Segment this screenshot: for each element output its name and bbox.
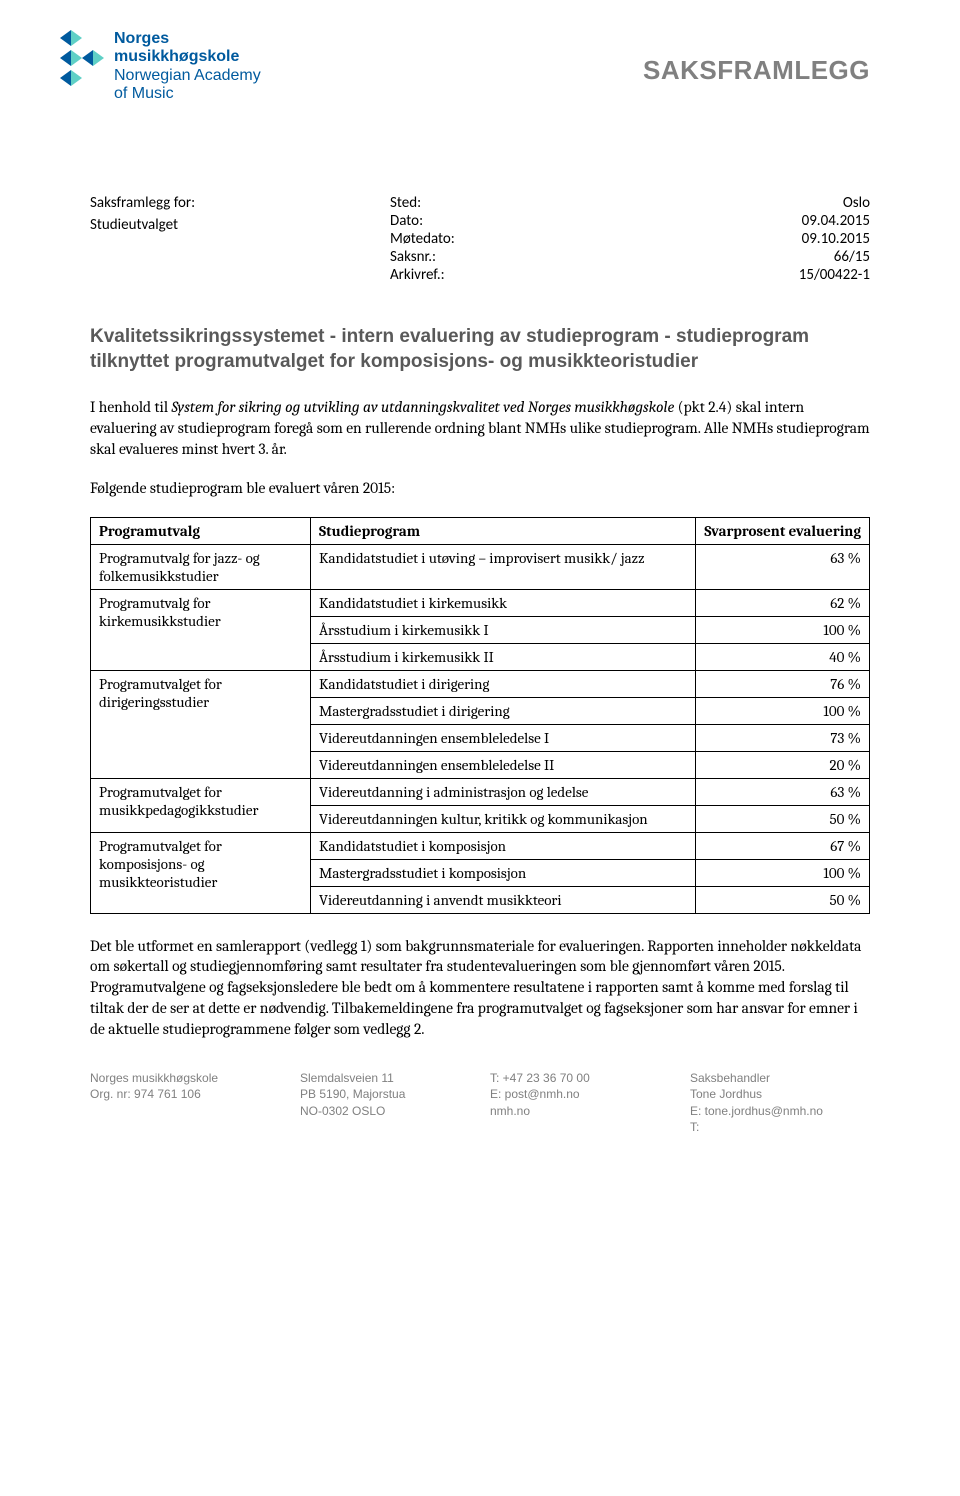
cell-studieprogram: Videreutdanningen ensembleledelse I: [311, 724, 696, 751]
cell-svarprosent: 50 %: [696, 886, 870, 913]
meta-for-value: Studieutvalget: [90, 216, 390, 234]
cell-studieprogram: Kandidatstudiet i kirkemusikk: [311, 589, 696, 616]
logo-text: Norges musikkhøgskole Norwegian Academy …: [114, 30, 261, 104]
meta-label: Arkivref.:: [390, 266, 500, 284]
footer-email: E: post@nmh.no: [490, 1086, 650, 1102]
section-title: Kvalitetssikringssystemet - intern evalu…: [90, 324, 870, 375]
cell-svarprosent: 63 %: [696, 778, 870, 805]
cell-studieprogram: Kandidatstudiet i dirigering: [311, 670, 696, 697]
paragraph-1: I henhold til System for sikring og utvi…: [90, 397, 870, 460]
meta-value: 09.04.2015: [500, 212, 870, 230]
cell-svarprosent: 100 %: [696, 616, 870, 643]
logo: Norges musikkhøgskole Norwegian Academy …: [60, 30, 261, 104]
meta-for-label: Saksframlegg for:: [90, 194, 390, 212]
meta-value: 15/00422-1: [500, 266, 870, 284]
footer-case-handler-name: Tone Jordhus: [690, 1086, 860, 1102]
meta-value: 66/15: [500, 248, 870, 266]
table-row: Programutvalget for dirigeringsstudierKa…: [91, 670, 870, 697]
cell-programutvalg: Programutvalget for dirigeringsstudier: [91, 670, 311, 778]
meta-row: Sted:Oslo: [390, 194, 870, 212]
document-type-title: SAKSFRAMLEGG: [643, 55, 870, 86]
cell-studieprogram: Videreutdanningen kultur, kritikk og kom…: [311, 805, 696, 832]
cell-svarprosent: 50 %: [696, 805, 870, 832]
cell-svarprosent: 40 %: [696, 643, 870, 670]
logo-icon: [60, 30, 104, 100]
meta-label: Saksnr.:: [390, 248, 500, 266]
cell-svarprosent: 63 %: [696, 544, 870, 589]
cell-svarprosent: 76 %: [696, 670, 870, 697]
meta-row: Saksnr.:66/15: [390, 248, 870, 266]
meta-row: Dato:09.04.2015: [390, 212, 870, 230]
cell-studieprogram: Mastergradsstudiet i komposisjon: [311, 859, 696, 886]
cell-programutvalg: Programutvalg for kirkemusikkstudier: [91, 589, 311, 670]
footer-address-city: NO-0302 OSLO: [300, 1103, 450, 1119]
cell-svarprosent: 62 %: [696, 589, 870, 616]
meta-value: Oslo: [500, 194, 870, 212]
footer: Norges musikkhøgskole Org. nr: 974 761 1…: [90, 1070, 870, 1135]
meta-label: Møtedato:: [390, 230, 500, 248]
paragraph-3: Det ble utformet en samlerapport (vedleg…: [90, 936, 870, 1041]
cell-studieprogram: Kandidatstudiet i utøving – improvisert …: [311, 544, 696, 589]
footer-address-street: Slemdalsveien 11: [300, 1070, 450, 1086]
cell-studieprogram: Videreutdanning i administrasjon og lede…: [311, 778, 696, 805]
evaluation-table: Programutvalg Studieprogram Svarprosent …: [90, 517, 870, 914]
meta-label: Sted:: [390, 194, 500, 212]
cell-studieprogram: Mastergradsstudiet i dirigering: [311, 697, 696, 724]
cell-studieprogram: Videreutdanningen ensembleledelse II: [311, 751, 696, 778]
cell-svarprosent: 100 %: [696, 859, 870, 886]
logo-line4: of Music: [114, 85, 261, 103]
footer-case-handler-phone: T:: [690, 1119, 860, 1135]
cell-svarprosent: 67 %: [696, 832, 870, 859]
th-svarprosent: Svarprosent evaluering: [696, 517, 870, 544]
meta-label: Dato:: [390, 212, 500, 230]
footer-web: nmh.no: [490, 1103, 650, 1119]
th-programutvalg: Programutvalg: [91, 517, 311, 544]
header: Norges musikkhøgskole Norwegian Academy …: [90, 30, 870, 104]
cell-svarprosent: 73 %: [696, 724, 870, 751]
footer-address-pb: PB 5190, Majorstua: [300, 1086, 450, 1102]
cell-svarprosent: 100 %: [696, 697, 870, 724]
para1-pre: I henhold til: [90, 398, 171, 416]
cell-studieprogram: Årsstudium i kirkemusikk I: [311, 616, 696, 643]
meta-block: Saksframlegg for: Studieutvalget Sted:Os…: [90, 194, 870, 284]
cell-studieprogram: Årsstudium i kirkemusikk II: [311, 643, 696, 670]
logo-line1: Norges: [114, 30, 261, 48]
logo-line3: Norwegian Academy: [114, 67, 261, 85]
table-row: Programutvalg for jazz- og folkemusikkst…: [91, 544, 870, 589]
cell-svarprosent: 20 %: [696, 751, 870, 778]
logo-line2: musikkhøgskole: [114, 48, 261, 66]
cell-programutvalg: Programutvalg for jazz- og folkemusikkst…: [91, 544, 311, 589]
paragraph-2: Følgende studieprogram ble evaluert våre…: [90, 478, 870, 499]
para1-italic: System for sikring og utvikling av utdan…: [171, 398, 674, 416]
meta-row: Arkivref.:15/00422-1: [390, 266, 870, 284]
table-row: Programutvalg for kirkemusikkstudierKand…: [91, 589, 870, 616]
footer-org-name: Norges musikkhøgskole: [90, 1070, 260, 1086]
cell-studieprogram: Videreutdanning i anvendt musikkteori: [311, 886, 696, 913]
meta-value: 09.10.2015: [500, 230, 870, 248]
th-studieprogram: Studieprogram: [311, 517, 696, 544]
table-row: Programutvalget for musikkpedagogikkstud…: [91, 778, 870, 805]
table-row: Programutvalget for komposisjons- og mus…: [91, 832, 870, 859]
cell-programutvalg: Programutvalget for musikkpedagogikkstud…: [91, 778, 311, 832]
cell-programutvalg: Programutvalget for komposisjons- og mus…: [91, 832, 311, 913]
footer-phone: T: +47 23 36 70 00: [490, 1070, 650, 1086]
footer-case-handler-label: Saksbehandler: [690, 1070, 860, 1086]
footer-case-handler-email: E: tone.jordhus@nmh.no: [690, 1103, 860, 1119]
footer-org-nr: Org. nr: 974 761 106: [90, 1086, 260, 1102]
meta-row: Møtedato:09.10.2015: [390, 230, 870, 248]
cell-studieprogram: Kandidatstudiet i komposisjon: [311, 832, 696, 859]
